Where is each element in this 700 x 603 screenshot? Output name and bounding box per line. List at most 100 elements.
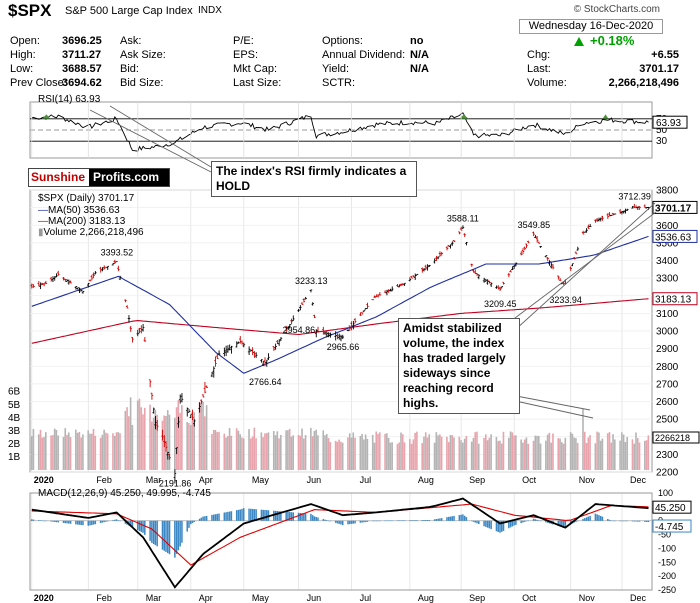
macd-histogram-bar <box>124 520 127 524</box>
index-name: S&P 500 Large Cap Index <box>65 5 193 17</box>
macd-histogram-bar <box>508 520 510 529</box>
macd-histogram-bar <box>265 510 268 521</box>
macd-histogram-bar <box>396 520 399 521</box>
macd-month-label: Aug <box>418 593 434 603</box>
volume-bar <box>129 397 132 470</box>
macd-histogram-bar <box>637 520 639 522</box>
volume-bar <box>532 440 535 470</box>
volume-bar <box>400 432 402 470</box>
quote-label: Mkt Cap: <box>233 63 278 75</box>
macd-histogram-bar <box>347 520 349 525</box>
macd-histogram-bar <box>52 520 54 522</box>
macd-right-value: -4.745 <box>655 522 684 533</box>
volume-tick-label: 3B <box>8 426 21 437</box>
macd-histogram-bar <box>274 510 277 521</box>
volume-bar <box>136 400 139 470</box>
volume-bar <box>410 443 413 470</box>
volume-bar <box>348 433 351 470</box>
rsi-last-tag <box>652 115 688 129</box>
volume-bar <box>211 434 213 470</box>
macd-tick-label: -50 <box>658 530 671 540</box>
rsi-last-value: 63.93 <box>656 118 681 129</box>
volume-bar <box>235 428 238 470</box>
volume-bar <box>552 433 554 470</box>
macd-histogram-bar <box>80 520 82 525</box>
macd-histogram-bar <box>465 517 468 521</box>
macd-histogram-bar <box>575 520 577 522</box>
quote-value: 2,266,218,496 <box>608 77 679 89</box>
price-right-tag <box>652 229 698 243</box>
macd-histogram-bar <box>144 520 146 535</box>
volume-note-pointer <box>514 211 657 319</box>
volume-bar <box>423 436 425 470</box>
volume-bar <box>30 436 33 470</box>
volume-note-pointer <box>514 202 656 331</box>
volume-bar <box>193 412 196 470</box>
macd-histogram-bar <box>352 520 355 524</box>
quote-label: Bid: <box>120 63 139 75</box>
macd-line <box>31 497 649 589</box>
quote-label: P/E: <box>233 35 254 47</box>
macd-histogram-bar <box>105 520 107 522</box>
quote-label: Last Size: <box>233 77 282 89</box>
volume-bar <box>179 412 181 470</box>
volume-bar <box>598 432 600 470</box>
macd-histogram-bar <box>75 520 77 525</box>
volume-bar <box>189 424 192 470</box>
volume-bar <box>490 434 492 470</box>
macd-histogram-bar <box>152 520 155 545</box>
price-tick-label: 2200 <box>656 468 679 479</box>
macd-histogram-bar <box>190 520 192 525</box>
volume-bar <box>378 432 381 470</box>
volume-bar <box>292 435 294 470</box>
macd-histogram-bar <box>423 520 425 521</box>
macd-histogram-bar <box>532 518 535 521</box>
volume-bar <box>338 439 340 470</box>
quote-label: Open: <box>10 35 40 47</box>
rsi-overbought-fill <box>42 114 51 119</box>
macd-histogram-bar <box>576 520 579 522</box>
volume-bar <box>396 443 399 470</box>
macd-histogram-bar <box>69 520 72 524</box>
legend-ma50-label: MA(50) 3536.63 <box>48 205 120 216</box>
price-tick-label: 3400 <box>656 256 679 267</box>
volume-bar <box>161 420 164 470</box>
macd-histogram-bar <box>181 520 183 543</box>
macd-histogram-bar <box>520 520 522 524</box>
macd-histogram-bar <box>324 519 326 521</box>
macd-histogram-bar <box>115 519 118 521</box>
volume-bar <box>255 438 257 470</box>
macd-month-label: May <box>252 593 270 603</box>
volume-bar <box>142 414 144 470</box>
volume-bar <box>168 414 171 470</box>
month-label: May <box>252 475 270 485</box>
macd-histogram-bar <box>262 509 264 521</box>
volume-bar <box>446 436 448 470</box>
macd-histogram-bar <box>598 515 600 521</box>
volume-bar <box>545 440 547 470</box>
month-label: 2020 <box>34 475 54 485</box>
price-tick-label: 2700 <box>656 379 679 390</box>
volume-bar <box>117 432 120 470</box>
macd-histogram-bar <box>264 509 266 521</box>
volume-bar <box>440 436 443 470</box>
macd-histogram-bar <box>129 520 132 527</box>
macd-histogram-bar <box>76 520 79 525</box>
macd-histogram-bar <box>626 520 628 522</box>
macd-histogram-bar <box>607 519 609 521</box>
macd-histogram-bar <box>163 520 165 551</box>
price-annotation: 3588.11 <box>447 213 479 223</box>
volume-bar <box>57 435 59 470</box>
month-label: Jul <box>360 475 372 485</box>
volume-bar <box>90 433 93 470</box>
macd-histogram-bar <box>106 520 109 522</box>
volume-bar <box>534 435 537 470</box>
macd-histogram-bar <box>387 520 390 522</box>
macd-histogram-bar <box>644 520 646 522</box>
rsi-tick-label: 30 <box>656 136 668 147</box>
macd-histogram-bar <box>112 520 114 521</box>
macd-histogram-bar <box>596 514 598 521</box>
volume-bar <box>278 438 280 470</box>
volume-bar <box>290 436 293 470</box>
volume-bar <box>363 439 365 470</box>
